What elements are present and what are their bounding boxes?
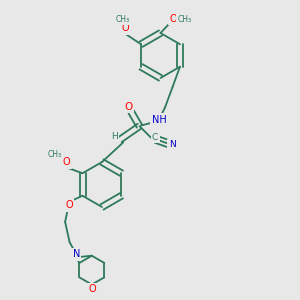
Text: CH₃: CH₃: [177, 15, 192, 24]
Text: H: H: [111, 132, 118, 141]
Text: CH₃: CH₃: [48, 150, 62, 159]
Text: CH₃: CH₃: [116, 15, 130, 24]
Text: O: O: [88, 284, 96, 294]
Text: O: O: [65, 200, 73, 210]
Text: N: N: [169, 140, 175, 149]
Text: C: C: [152, 133, 158, 142]
Text: O: O: [122, 23, 129, 33]
Text: O: O: [63, 157, 70, 167]
Text: N: N: [73, 249, 80, 259]
Text: NH: NH: [152, 115, 166, 124]
Text: O: O: [169, 14, 177, 24]
Text: O: O: [125, 102, 133, 112]
